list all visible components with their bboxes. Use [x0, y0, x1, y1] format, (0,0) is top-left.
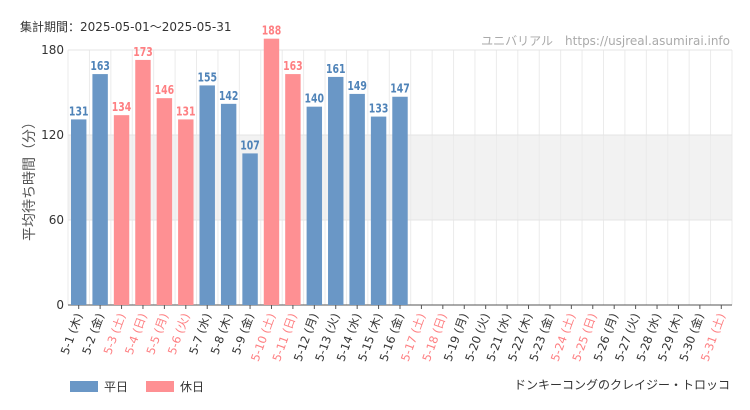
bar	[328, 76, 344, 306]
attraction-name: ドンキーコングのクレイジー・トロッコ	[513, 378, 730, 392]
bar	[113, 115, 130, 306]
bar	[156, 98, 173, 306]
bar-value-label: 146	[155, 83, 175, 97]
legend-item-weekday: 平日	[70, 378, 128, 395]
legend-label-holiday: 休日	[180, 380, 205, 394]
bar-value-label: 161	[326, 62, 346, 76]
period-label: 集計期間：2025-05-01～2025-05-31	[20, 20, 232, 34]
bar-value-label: 134	[112, 100, 132, 114]
bar-value-label: 133	[369, 101, 389, 115]
y-tick-label: 60	[49, 213, 64, 227]
bar-value-label: 107	[240, 138, 260, 152]
bar	[178, 119, 194, 306]
bar	[392, 96, 408, 305]
bar-value-label: 147	[390, 82, 410, 96]
bar	[285, 74, 301, 305]
bar-value-label: 140	[305, 92, 325, 106]
bar-value-label: 163	[90, 59, 110, 73]
legend-label-weekday: 平日	[104, 380, 129, 394]
bar-value-label: 173	[133, 45, 153, 59]
bar-value-label: 131	[176, 104, 196, 118]
bar	[349, 93, 365, 306]
bar	[135, 59, 151, 305]
legend: 平日 休日	[70, 378, 222, 395]
y-tick-label: 120	[41, 128, 64, 142]
legend-item-holiday: 休日	[146, 378, 204, 395]
bar-value-label: 155	[197, 70, 217, 84]
bar	[306, 106, 323, 306]
bar	[70, 119, 87, 306]
bar	[263, 38, 280, 306]
bar-value-label: 163	[283, 59, 303, 73]
legend-swatch-weekday	[70, 381, 98, 392]
bar-value-label: 142	[219, 89, 239, 103]
bar	[220, 103, 237, 305]
bar-value-label: 188	[262, 24, 282, 38]
bar-value-label: 149	[347, 79, 367, 93]
bar-value-label: 131	[69, 104, 89, 118]
y-axis-label: 平均待ち時間（分）	[22, 115, 38, 241]
y-tick-label: 0	[56, 298, 64, 312]
bar	[92, 74, 108, 305]
bar	[242, 153, 258, 305]
y-tick-label: 180	[41, 43, 64, 57]
bar	[199, 85, 215, 306]
bar	[370, 116, 387, 305]
legend-swatch-holiday	[146, 381, 175, 392]
source-link[interactable]: ユニバリアル https://usjreal.asumirai.info	[481, 34, 730, 48]
